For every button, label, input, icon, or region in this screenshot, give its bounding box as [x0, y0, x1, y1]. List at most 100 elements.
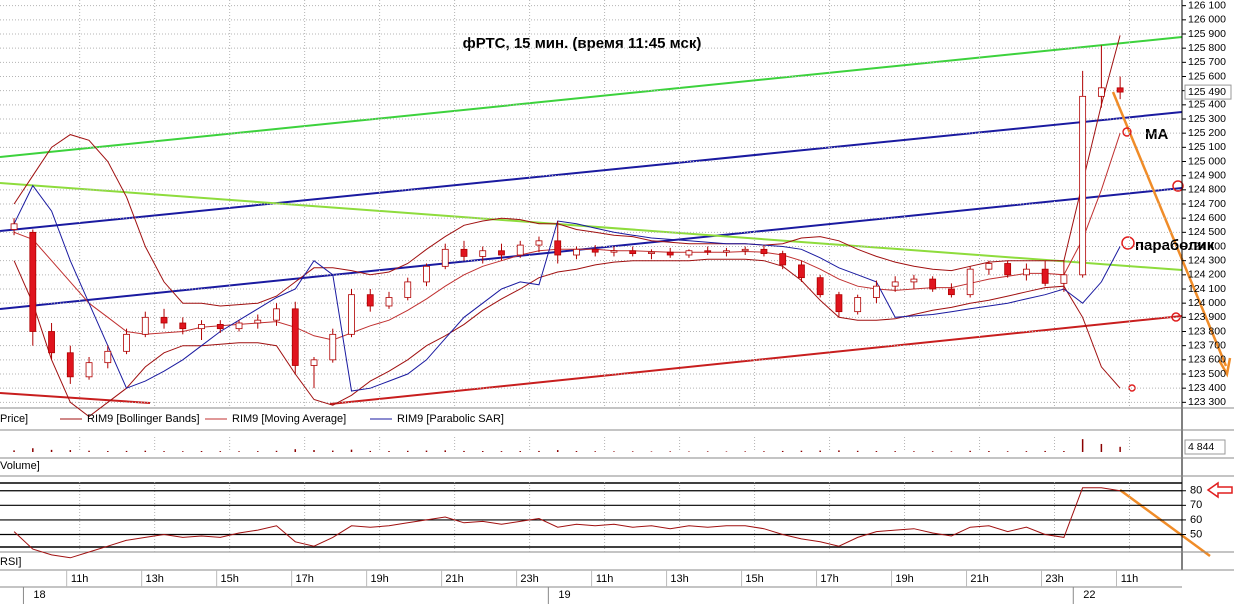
x-tick-label: 21h [970, 573, 988, 585]
candle-body [985, 263, 993, 270]
panel-label: Volume] [0, 460, 40, 472]
y-tick-label: 125 300 [1188, 113, 1226, 125]
arrow-head [1217, 357, 1232, 378]
candle-body [1116, 87, 1124, 93]
volume-bar [856, 450, 859, 452]
volume-bar [538, 450, 540, 452]
candle-body [779, 253, 787, 266]
y-tick-label: 125 700 [1188, 56, 1226, 68]
volume-bar [144, 450, 147, 452]
candle-body [423, 265, 430, 283]
date-label: 19 [558, 589, 570, 601]
candle-body [535, 240, 543, 246]
last-price-box [1184, 84, 1232, 100]
x-tick-label: 11h [596, 573, 614, 585]
candle-body [704, 250, 712, 253]
candle-body [798, 264, 805, 279]
volume-bar [950, 451, 953, 452]
arrow [1111, 91, 1228, 367]
candle-body [573, 248, 580, 256]
volume-bar [350, 449, 353, 452]
volume-bar [13, 450, 15, 452]
candle-body [29, 231, 37, 332]
candle-body [854, 297, 862, 313]
volume-bar [688, 451, 690, 452]
volume-bar [800, 450, 803, 452]
volume-bar [594, 451, 596, 452]
bollinger-lower [13, 258, 1121, 418]
y-tick-label: 123 400 [1188, 382, 1226, 394]
volume-bar [969, 450, 971, 452]
volume-bar [238, 451, 240, 452]
candle-body [141, 316, 149, 335]
volume-bar [481, 451, 484, 452]
marker-circle [1121, 236, 1135, 250]
x-tick-label: 15h [220, 573, 238, 585]
arrow [1119, 488, 1211, 558]
candle-body [966, 268, 974, 296]
y-tick-label: 123 900 [1188, 311, 1226, 323]
volume-bar [125, 450, 128, 452]
candle-body [273, 308, 280, 321]
volume-bar [875, 451, 878, 452]
last-volume-box [1184, 439, 1226, 455]
volume-bar [388, 451, 390, 452]
volume-bar [313, 450, 315, 452]
legend-entry: Price] [0, 413, 28, 425]
candle-body [591, 248, 599, 253]
trend-line [0, 187, 1183, 310]
volume-bar [744, 451, 746, 452]
y-tick-label: 123 700 [1188, 339, 1226, 351]
candle-body [310, 359, 318, 366]
volume-bar [182, 451, 184, 452]
candle-body [816, 277, 824, 296]
candle-body [1022, 268, 1030, 276]
x-tick-label: 13h [145, 573, 163, 585]
rsi-line [13, 487, 1121, 559]
volume-bar [1081, 439, 1084, 452]
volume-bar [219, 451, 222, 452]
candle-body [48, 331, 55, 354]
y-tick-label: 60 [1190, 514, 1202, 526]
volume-bar [894, 451, 896, 452]
y-tick-label: 124 100 [1188, 283, 1226, 295]
volume-bar [463, 450, 465, 452]
candle-body [1041, 268, 1049, 284]
volume-bar [88, 450, 90, 452]
candle-body [123, 333, 130, 352]
candle-body [66, 352, 74, 378]
candle-body [404, 281, 412, 298]
candle-body [291, 308, 299, 366]
candle-body [873, 285, 880, 298]
marker-circle [1122, 127, 1132, 137]
y-tick-label: 123 300 [1188, 396, 1226, 408]
y-tick-label: 124 900 [1188, 169, 1226, 181]
volume-bar [275, 450, 278, 452]
y-tick-label: 126 000 [1188, 14, 1226, 26]
y-tick-label: 124 000 [1188, 297, 1226, 309]
x-tick-label: 17h [820, 573, 838, 585]
volume-bar [369, 450, 372, 452]
volume-bar [163, 451, 165, 452]
volume-bar [69, 450, 72, 452]
y-tick-label: 125 900 [1188, 28, 1226, 40]
volume-bar [988, 451, 990, 452]
legend-entry: RIM9 [Parabolic SAR] [397, 413, 504, 425]
volume-bar [725, 451, 728, 452]
y-tick-label: 123 600 [1188, 354, 1226, 366]
candle-body [479, 250, 487, 257]
candle-body [10, 223, 18, 230]
volume-bar [1025, 451, 1028, 452]
candle-body [760, 248, 768, 254]
candle-body [329, 333, 337, 361]
candle-body [610, 250, 618, 253]
volume-bar [32, 448, 34, 452]
candle-body [685, 250, 693, 256]
candle-body [910, 278, 918, 283]
volume-bar [613, 451, 615, 452]
volume-bar [50, 449, 53, 452]
indicator-line [13, 184, 1121, 392]
volume-bar [444, 450, 446, 452]
x-tick-label: 23h [520, 573, 538, 585]
